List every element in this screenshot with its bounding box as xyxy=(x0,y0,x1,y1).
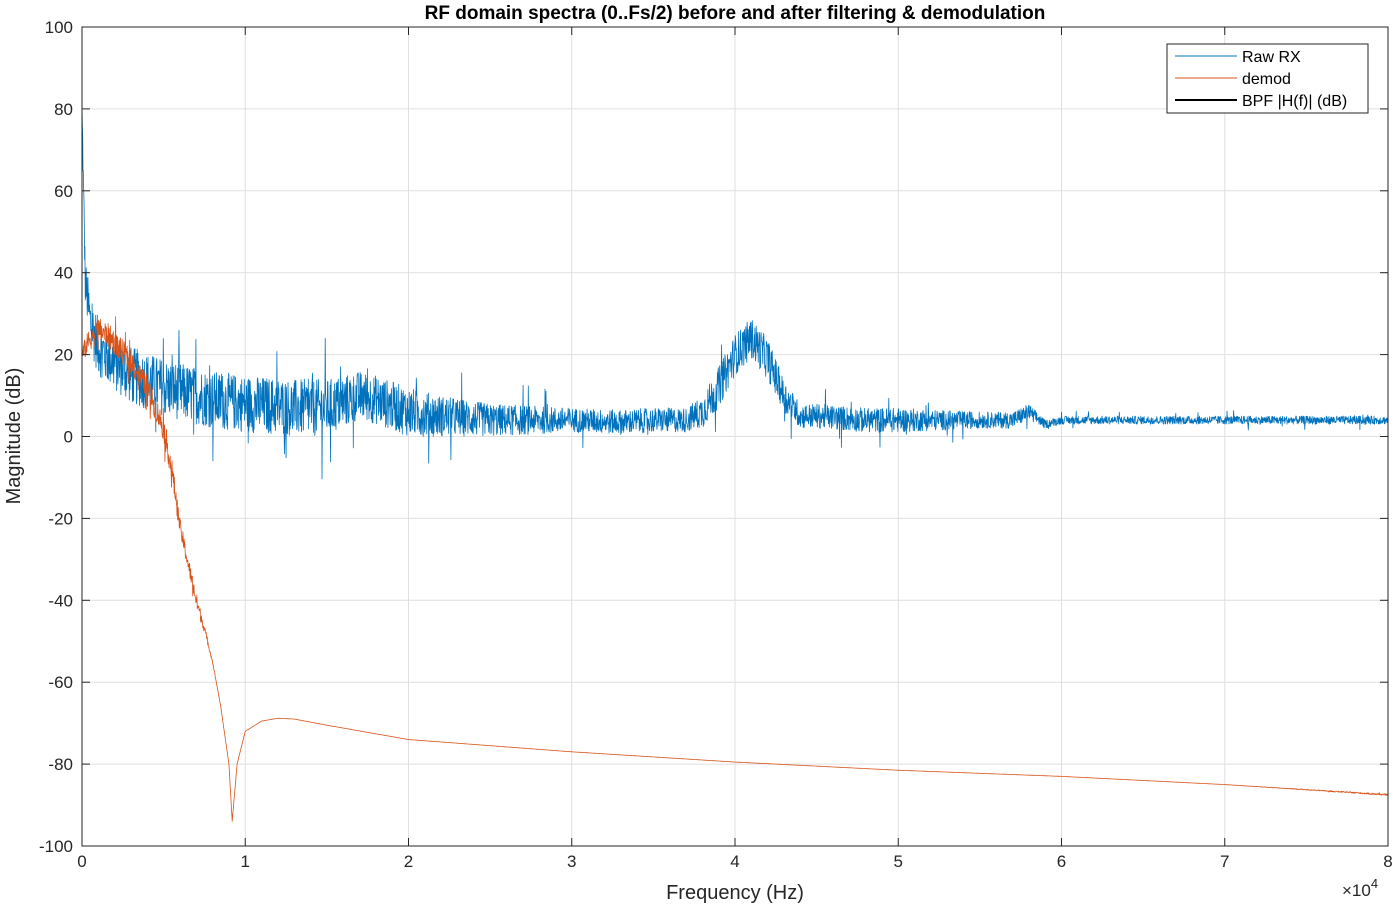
y-tick-label: 80 xyxy=(54,100,73,119)
ticks xyxy=(81,26,1389,847)
y-tick-label: 20 xyxy=(54,346,73,365)
legend-label-raw-rx: Raw RX xyxy=(1242,49,1301,66)
legend-label-demod: demod xyxy=(1242,71,1291,88)
x-tick-label: 1 xyxy=(241,852,250,871)
x-tick-label: 5 xyxy=(894,852,903,871)
x-axis-label: Frequency (Hz) xyxy=(666,882,804,904)
y-tick-label: -80 xyxy=(48,755,73,774)
tick-labels: 0 1 2 3 4 5 6 7 8 -100 -80 -60 -40 -20 0 20 40 60 80 100 xyxy=(39,18,1393,871)
x-exponent-base: ×10 xyxy=(1342,881,1371,900)
x-exponent-power: 4 xyxy=(1371,876,1378,891)
x-tick-label: 6 xyxy=(1057,852,1066,871)
x-exponent: ×104 xyxy=(1342,876,1378,900)
grid xyxy=(81,26,1389,847)
legend-label-bpf: BPF |H(f)| (dB) xyxy=(1242,93,1347,110)
x-tick-label: 4 xyxy=(730,852,739,871)
series-line-0 xyxy=(81,105,1389,480)
x-tick-label: 8 xyxy=(1383,852,1392,871)
series-line-1 xyxy=(81,316,1389,822)
y-tick-label: -20 xyxy=(48,509,73,528)
x-tick-label: 0 xyxy=(77,852,86,871)
y-tick-label: -100 xyxy=(39,837,73,856)
series-layer xyxy=(81,105,1389,822)
y-tick-label: -40 xyxy=(48,591,73,610)
x-tick-label: 3 xyxy=(567,852,576,871)
y-tick-label: 60 xyxy=(54,182,73,201)
legend: Raw RX demod BPF |H(f)| (dB) xyxy=(1166,43,1369,114)
y-tick-label: 100 xyxy=(45,18,73,37)
y-axis-label: Magnitude (dB) xyxy=(3,368,25,505)
y-tick-label: 0 xyxy=(64,428,73,447)
chart-title: RF domain spectra (0..Fs/2) before and a… xyxy=(425,3,1046,24)
x-tick-label: 7 xyxy=(1220,852,1229,871)
y-tick-label: 40 xyxy=(54,264,73,283)
y-tick-label: -60 xyxy=(48,673,73,692)
x-tick-label: 2 xyxy=(404,852,413,871)
